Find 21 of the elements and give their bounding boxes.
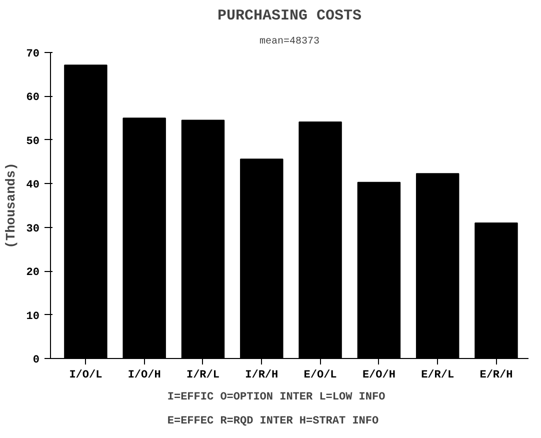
x-tick-label: I/O/L (69, 370, 103, 382)
y-tick-label: 40 (26, 180, 40, 192)
y-tick-label: 60 (26, 92, 40, 104)
x-tick-label: E/O/H (362, 370, 396, 382)
chart-title: PURCHASING COSTS (217, 8, 362, 24)
x-tick-label: I/O/H (128, 370, 161, 382)
y-tick-label: 0 (32, 354, 40, 366)
y-tick-label: 50 (26, 136, 40, 148)
y-tick-label: 70 (26, 48, 40, 60)
x-tick-label: I/R/H (245, 370, 278, 382)
text: E=EFFEC R=RQD INTER H=STRAT INFO (167, 416, 380, 428)
y-tick-label: 30 (26, 223, 40, 236)
x-tick-label: E/R/H (480, 370, 513, 382)
x-tick-label: E/R/L (421, 370, 454, 382)
text: I=EFFIC O=OPTION INTER L=LOW INFO (167, 392, 386, 404)
x-tick-label: I/R/L (186, 370, 220, 382)
chart-subtitle: mean=48373 (259, 36, 320, 48)
y-axis-title: (Thousands) (3, 162, 18, 248)
y-tick-label: 10 (26, 310, 40, 323)
y-tick-label: 20 (26, 267, 40, 280)
x-tick-label: E/O/L (304, 370, 338, 382)
